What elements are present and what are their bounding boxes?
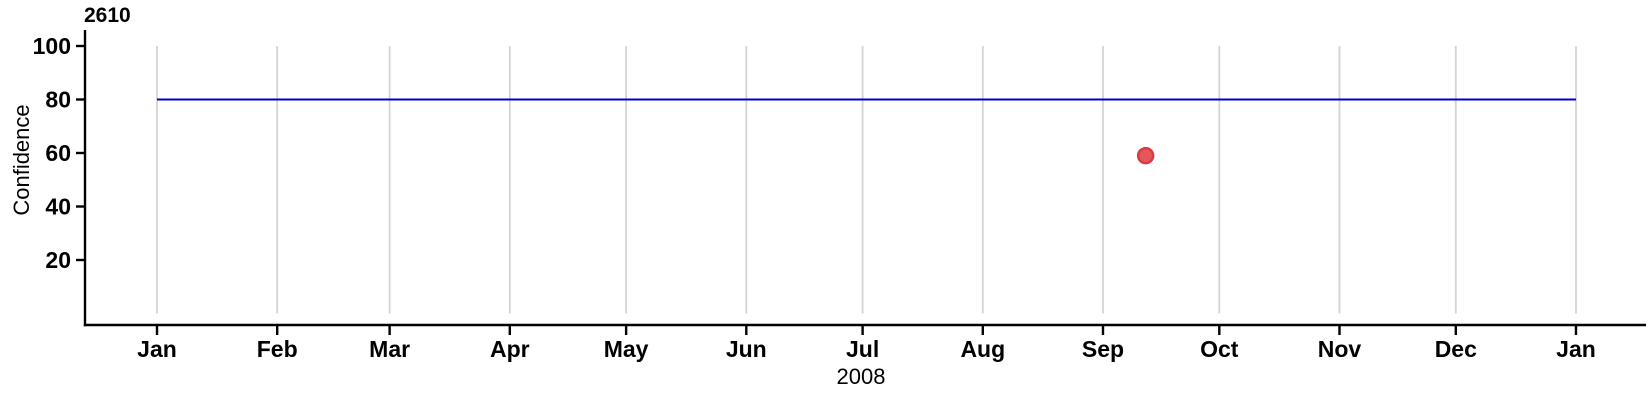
x-tick-label-feb-1: Feb: [257, 336, 298, 362]
y-tick-label-80: 80: [45, 87, 71, 113]
x-tick-label-sep-8: Sep: [1082, 336, 1124, 362]
x-tick-label-jan-0: Jan: [137, 336, 177, 362]
x-tick-label-jul-6: Jul: [846, 336, 879, 362]
x-tick-label-aug-7: Aug: [960, 336, 1005, 362]
x-tick-label-oct-9: Oct: [1200, 336, 1239, 362]
x-axis-title: 2008: [836, 364, 886, 389]
x-tick-label-jan-12: Jan: [1556, 336, 1596, 362]
x-tick-label-dec-11: Dec: [1435, 336, 1477, 362]
x-tick-label-jun-5: Jun: [726, 336, 767, 362]
x-tick-label-mar-2: Mar: [369, 336, 410, 362]
x-tick-label-apr-3: Apr: [490, 336, 530, 362]
y-tick-label-40: 40: [45, 194, 71, 220]
x-tick-label-may-4: May: [604, 336, 649, 362]
y-tick-label-20: 20: [45, 247, 71, 273]
x-tick-label-nov-10: Nov: [1318, 336, 1362, 362]
y-tick-label-100: 100: [33, 33, 71, 59]
y-tick-label-60: 60: [45, 140, 71, 166]
chart-title: 2610: [84, 4, 131, 27]
data-point-0: [1136, 146, 1155, 165]
